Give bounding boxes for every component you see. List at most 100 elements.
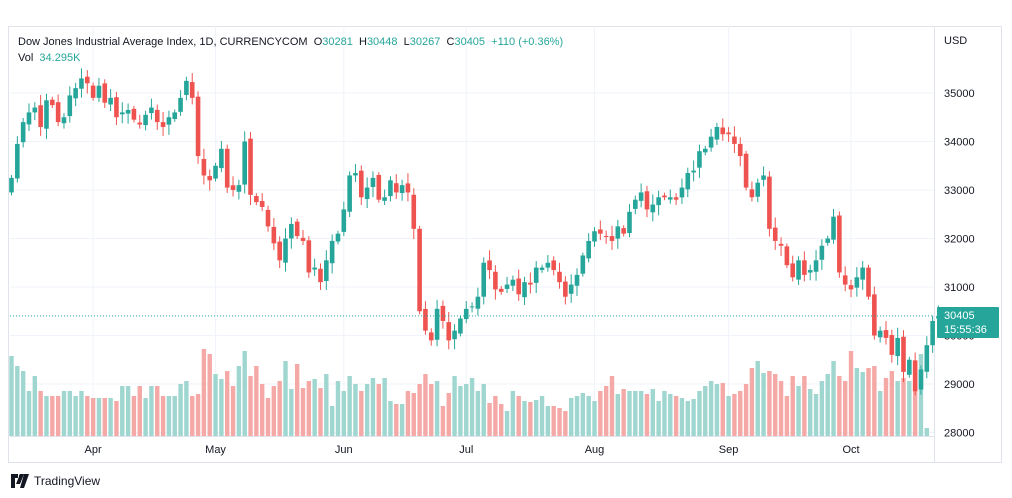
- volume-bar: [469, 378, 475, 436]
- volume-bar: [149, 386, 154, 436]
- candle-body: [842, 275, 848, 285]
- volume-bar: [598, 391, 603, 436]
- change-value: +110 (+0.36%): [491, 36, 564, 48]
- candle-body: [324, 260, 329, 281]
- volume-bar: [644, 394, 650, 436]
- candle-body: [877, 330, 883, 338]
- y-tick-label: 31000: [944, 282, 975, 294]
- volume-bar: [195, 394, 201, 436]
- volume-bar: [901, 378, 906, 436]
- volume-bar: [440, 406, 446, 436]
- candle-body: [67, 95, 73, 117]
- volume-bar: [26, 391, 32, 436]
- candle-body: [831, 216, 836, 240]
- volume-bar: [510, 391, 516, 436]
- volume-bar: [638, 391, 644, 436]
- volume-bar: [475, 391, 481, 436]
- volume-bar: [574, 396, 580, 436]
- candle-body: [248, 138, 253, 195]
- candle-body: [96, 85, 102, 98]
- candle-body: [848, 285, 854, 290]
- candle-body: [283, 238, 288, 263]
- volume-bar: [166, 396, 172, 436]
- candle-body: [528, 282, 533, 285]
- symbol-title: Dow Jones Industrial Average Index, 1D, …: [18, 36, 308, 48]
- volume-bar: [650, 389, 655, 436]
- volume-bar: [808, 389, 813, 436]
- volume-bar: [458, 386, 463, 436]
- candle-body: [38, 105, 43, 127]
- volume-bar: [918, 354, 924, 436]
- candle-body: [662, 195, 667, 198]
- volume-bar: [796, 386, 801, 436]
- volume-bar: [125, 386, 131, 436]
- volume-bar: [230, 386, 236, 436]
- candle-body: [469, 306, 475, 308]
- candle-body: [743, 153, 749, 188]
- candle-body: [318, 268, 323, 283]
- candle-body: [702, 148, 708, 153]
- candle-body: [796, 260, 801, 280]
- volume-bar: [446, 393, 451, 436]
- y-tick-label: 28000: [944, 428, 975, 440]
- candle-body: [790, 263, 796, 278]
- volume-bar: [9, 356, 14, 436]
- volume-bar: [802, 376, 807, 436]
- candle-body: [563, 281, 568, 297]
- volume-bar: [545, 406, 551, 436]
- candle-body: [143, 114, 148, 126]
- candle-body: [895, 337, 900, 357]
- candle-body: [551, 260, 556, 271]
- candle-body: [184, 80, 189, 95]
- volume-bar: [720, 383, 725, 436]
- candle-body: [329, 240, 335, 264]
- volume-bar: [423, 374, 428, 436]
- candle-body: [889, 335, 895, 355]
- open-value: 30281: [322, 36, 353, 48]
- candle-body: [510, 279, 516, 286]
- volume-bar: [726, 396, 731, 436]
- volume-bar: [464, 384, 469, 436]
- candle-body: [289, 223, 294, 239]
- candle-body: [539, 267, 545, 270]
- volume-bar: [539, 396, 545, 436]
- candle-body: [644, 191, 650, 210]
- candle-body: [411, 194, 417, 229]
- volume-bar: [697, 391, 702, 436]
- candle-body: [627, 211, 632, 234]
- volume-bar: [551, 406, 556, 436]
- y-tick-label: 34000: [944, 137, 975, 149]
- candle-body: [300, 237, 306, 241]
- candle-body: [714, 126, 720, 140]
- volume-bar: [79, 391, 84, 436]
- candle-body: [691, 170, 696, 173]
- tradingview-brand[interactable]: TradingView: [34, 474, 101, 488]
- candle-body: [149, 107, 154, 114]
- x-tick-label: Jun: [335, 444, 353, 456]
- candle-body: [854, 277, 860, 288]
- volume-bar: [236, 366, 242, 436]
- candle-body: [347, 175, 352, 212]
- volume-bar: [773, 374, 778, 436]
- x-tick-label: Aug: [585, 444, 605, 456]
- volume-bar: [819, 381, 825, 436]
- candle-body: [592, 231, 597, 242]
- candle-body: [277, 241, 282, 261]
- y-tick-label: 35000: [944, 88, 975, 100]
- close-value: 30405: [454, 36, 486, 48]
- volume-bar: [102, 398, 107, 436]
- candle-body: [201, 158, 207, 176]
- candle-body: [498, 288, 504, 292]
- last-price-value: 30405: [944, 310, 975, 322]
- volume-bar: [813, 394, 819, 436]
- candle-body: [90, 85, 96, 98]
- candle-body: [603, 235, 609, 237]
- candle-body: [376, 174, 382, 200]
- currency-label: USD: [944, 35, 968, 47]
- volume-bar: [866, 368, 871, 436]
- volume-bar: [277, 381, 282, 436]
- candle-body: [679, 187, 685, 198]
- volume-bar: [50, 396, 55, 436]
- candle-body: [399, 185, 405, 194]
